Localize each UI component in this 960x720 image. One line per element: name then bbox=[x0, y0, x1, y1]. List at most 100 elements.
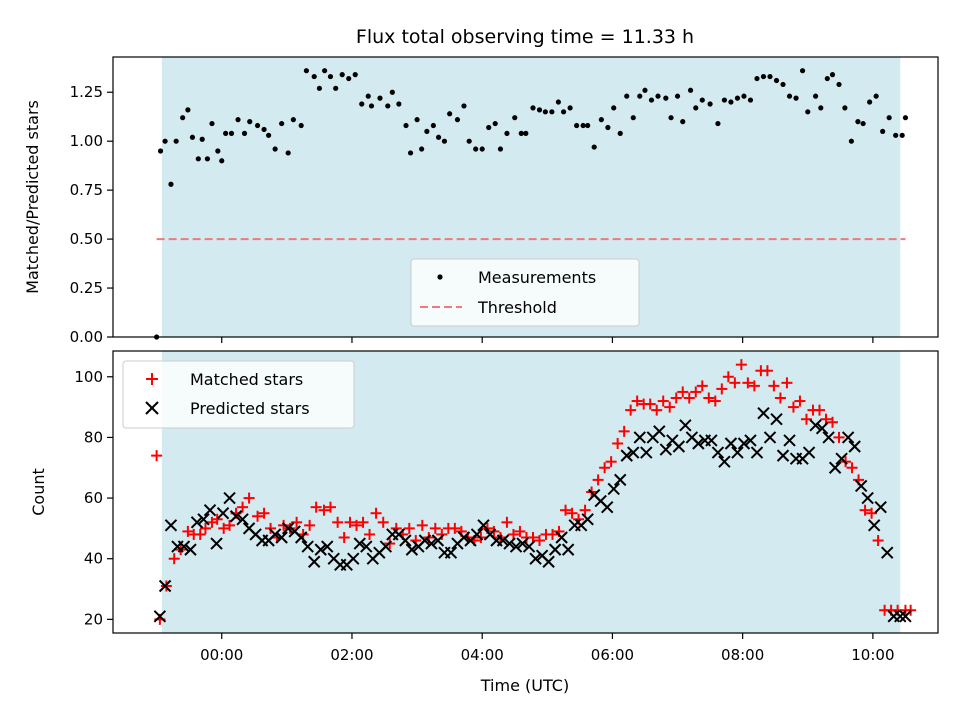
matched-star-point bbox=[748, 380, 760, 392]
measurement-point bbox=[824, 75, 830, 82]
predicted-star-point bbox=[360, 540, 373, 553]
measurement-point bbox=[630, 115, 636, 121]
predicted-star-point bbox=[399, 534, 412, 547]
matched-star-point bbox=[735, 359, 747, 371]
measurement-point bbox=[799, 68, 806, 74]
measurement-point bbox=[707, 101, 713, 107]
predicted-star-point bbox=[431, 534, 445, 547]
predicted-star-point bbox=[744, 434, 757, 447]
legend-label-threshold: Threshold bbox=[477, 298, 557, 317]
matched-star-point bbox=[429, 522, 441, 534]
predicted-star-point bbox=[321, 540, 334, 553]
measurement-point bbox=[668, 115, 674, 121]
measurement-point bbox=[266, 132, 272, 138]
legend-label-matched: Matched stars bbox=[190, 370, 303, 389]
matched-star-point bbox=[370, 507, 382, 519]
predicted-star-point bbox=[353, 537, 366, 550]
predicted-star-point bbox=[444, 546, 458, 559]
measurement-point bbox=[385, 103, 391, 109]
matched-star-point bbox=[742, 377, 754, 389]
matched-star-point bbox=[514, 525, 526, 537]
matched-star-point bbox=[781, 377, 793, 389]
measurement-point bbox=[303, 68, 309, 74]
measurement-point bbox=[899, 132, 905, 138]
measurement-point bbox=[530, 105, 536, 111]
measurement-point bbox=[693, 105, 699, 111]
measurement-point bbox=[424, 128, 430, 135]
x-tick-label: 04:00 bbox=[461, 646, 504, 664]
measurement-point bbox=[880, 128, 886, 135]
measurement-point bbox=[486, 124, 492, 131]
legend: Measurements Threshold bbox=[410, 258, 640, 327]
measurement-point bbox=[728, 99, 734, 105]
predicted-star-point bbox=[854, 479, 868, 493]
chart-title: Flux total observing time = 11.33 h bbox=[356, 26, 694, 48]
measurement-point bbox=[492, 120, 498, 127]
measurement-point bbox=[873, 93, 879, 99]
measurement-point bbox=[580, 122, 586, 129]
matched-star-point bbox=[768, 380, 780, 392]
matched-star-point bbox=[243, 492, 255, 504]
measurement-point bbox=[479, 146, 485, 152]
matched-star-point bbox=[416, 519, 428, 531]
predicted-star-point bbox=[750, 446, 764, 459]
matched-star-point bbox=[284, 522, 296, 534]
predicted-star-point bbox=[899, 610, 912, 623]
matched-star-point bbox=[265, 522, 277, 534]
legend-measurement-marker bbox=[437, 274, 443, 280]
measurement-point bbox=[793, 95, 799, 101]
measurement-point bbox=[786, 93, 793, 99]
matched-star-point bbox=[625, 404, 637, 416]
matched-star-point bbox=[258, 507, 270, 519]
y-tick-label: 1.25 bbox=[70, 83, 103, 101]
flux-ratio-panel: Flux total observing time = 11.33 h 0.00… bbox=[23, 26, 939, 346]
measurement-point bbox=[642, 87, 648, 93]
predicted-star-point bbox=[203, 503, 217, 517]
measurement-point bbox=[741, 93, 747, 99]
measurement-point bbox=[195, 156, 201, 162]
matched-star-point bbox=[318, 504, 330, 516]
predicted-star-point bbox=[614, 473, 627, 487]
matched-star-point bbox=[332, 516, 344, 528]
matched-star-point bbox=[436, 528, 448, 540]
plot-frame bbox=[112, 350, 939, 634]
measurement-point bbox=[339, 72, 345, 78]
y-tick-label: 0.75 bbox=[70, 181, 103, 199]
measurement-point bbox=[199, 136, 205, 142]
predicted-star-point bbox=[835, 452, 848, 465]
predicted-star-point bbox=[307, 555, 321, 568]
y-tick-label: 60 bbox=[84, 489, 103, 507]
measurement-point bbox=[715, 120, 721, 127]
measurement-point bbox=[279, 120, 285, 127]
matched-star-point bbox=[833, 431, 845, 443]
measurement-point bbox=[298, 122, 304, 129]
predicted-star-point bbox=[776, 449, 790, 462]
predicted-star-point bbox=[620, 449, 633, 462]
matched-star-point bbox=[696, 380, 708, 392]
x-axis-ticks: 00:00 02:00 04:00 06:00 08:00 10:00 bbox=[200, 633, 895, 664]
measurement-point bbox=[605, 124, 611, 131]
plot-frame bbox=[112, 56, 939, 338]
predicted-star-point bbox=[601, 500, 614, 514]
measurement-point bbox=[812, 93, 819, 99]
legend-label-predicted: Predicted stars bbox=[190, 399, 310, 418]
matched-star-point bbox=[905, 604, 917, 616]
predicted-star-point bbox=[503, 537, 516, 550]
predicted-star-point bbox=[659, 443, 673, 456]
matched-star-point bbox=[560, 504, 572, 516]
measurement-point bbox=[311, 73, 317, 80]
predicted-star-point bbox=[522, 540, 536, 553]
measurement-point bbox=[637, 93, 643, 99]
matched-star-point bbox=[827, 416, 839, 428]
measurement-point bbox=[648, 97, 655, 103]
y-tick-label: 0.00 bbox=[70, 328, 103, 346]
predicted-star-point bbox=[737, 437, 751, 450]
measurement-point bbox=[352, 72, 358, 78]
matched-star-point bbox=[657, 395, 669, 407]
predicted-star-point bbox=[210, 537, 223, 550]
matched-star-point bbox=[252, 510, 264, 522]
measurement-point bbox=[162, 138, 168, 144]
measurement-point bbox=[333, 85, 339, 91]
measurement-point bbox=[403, 122, 409, 129]
